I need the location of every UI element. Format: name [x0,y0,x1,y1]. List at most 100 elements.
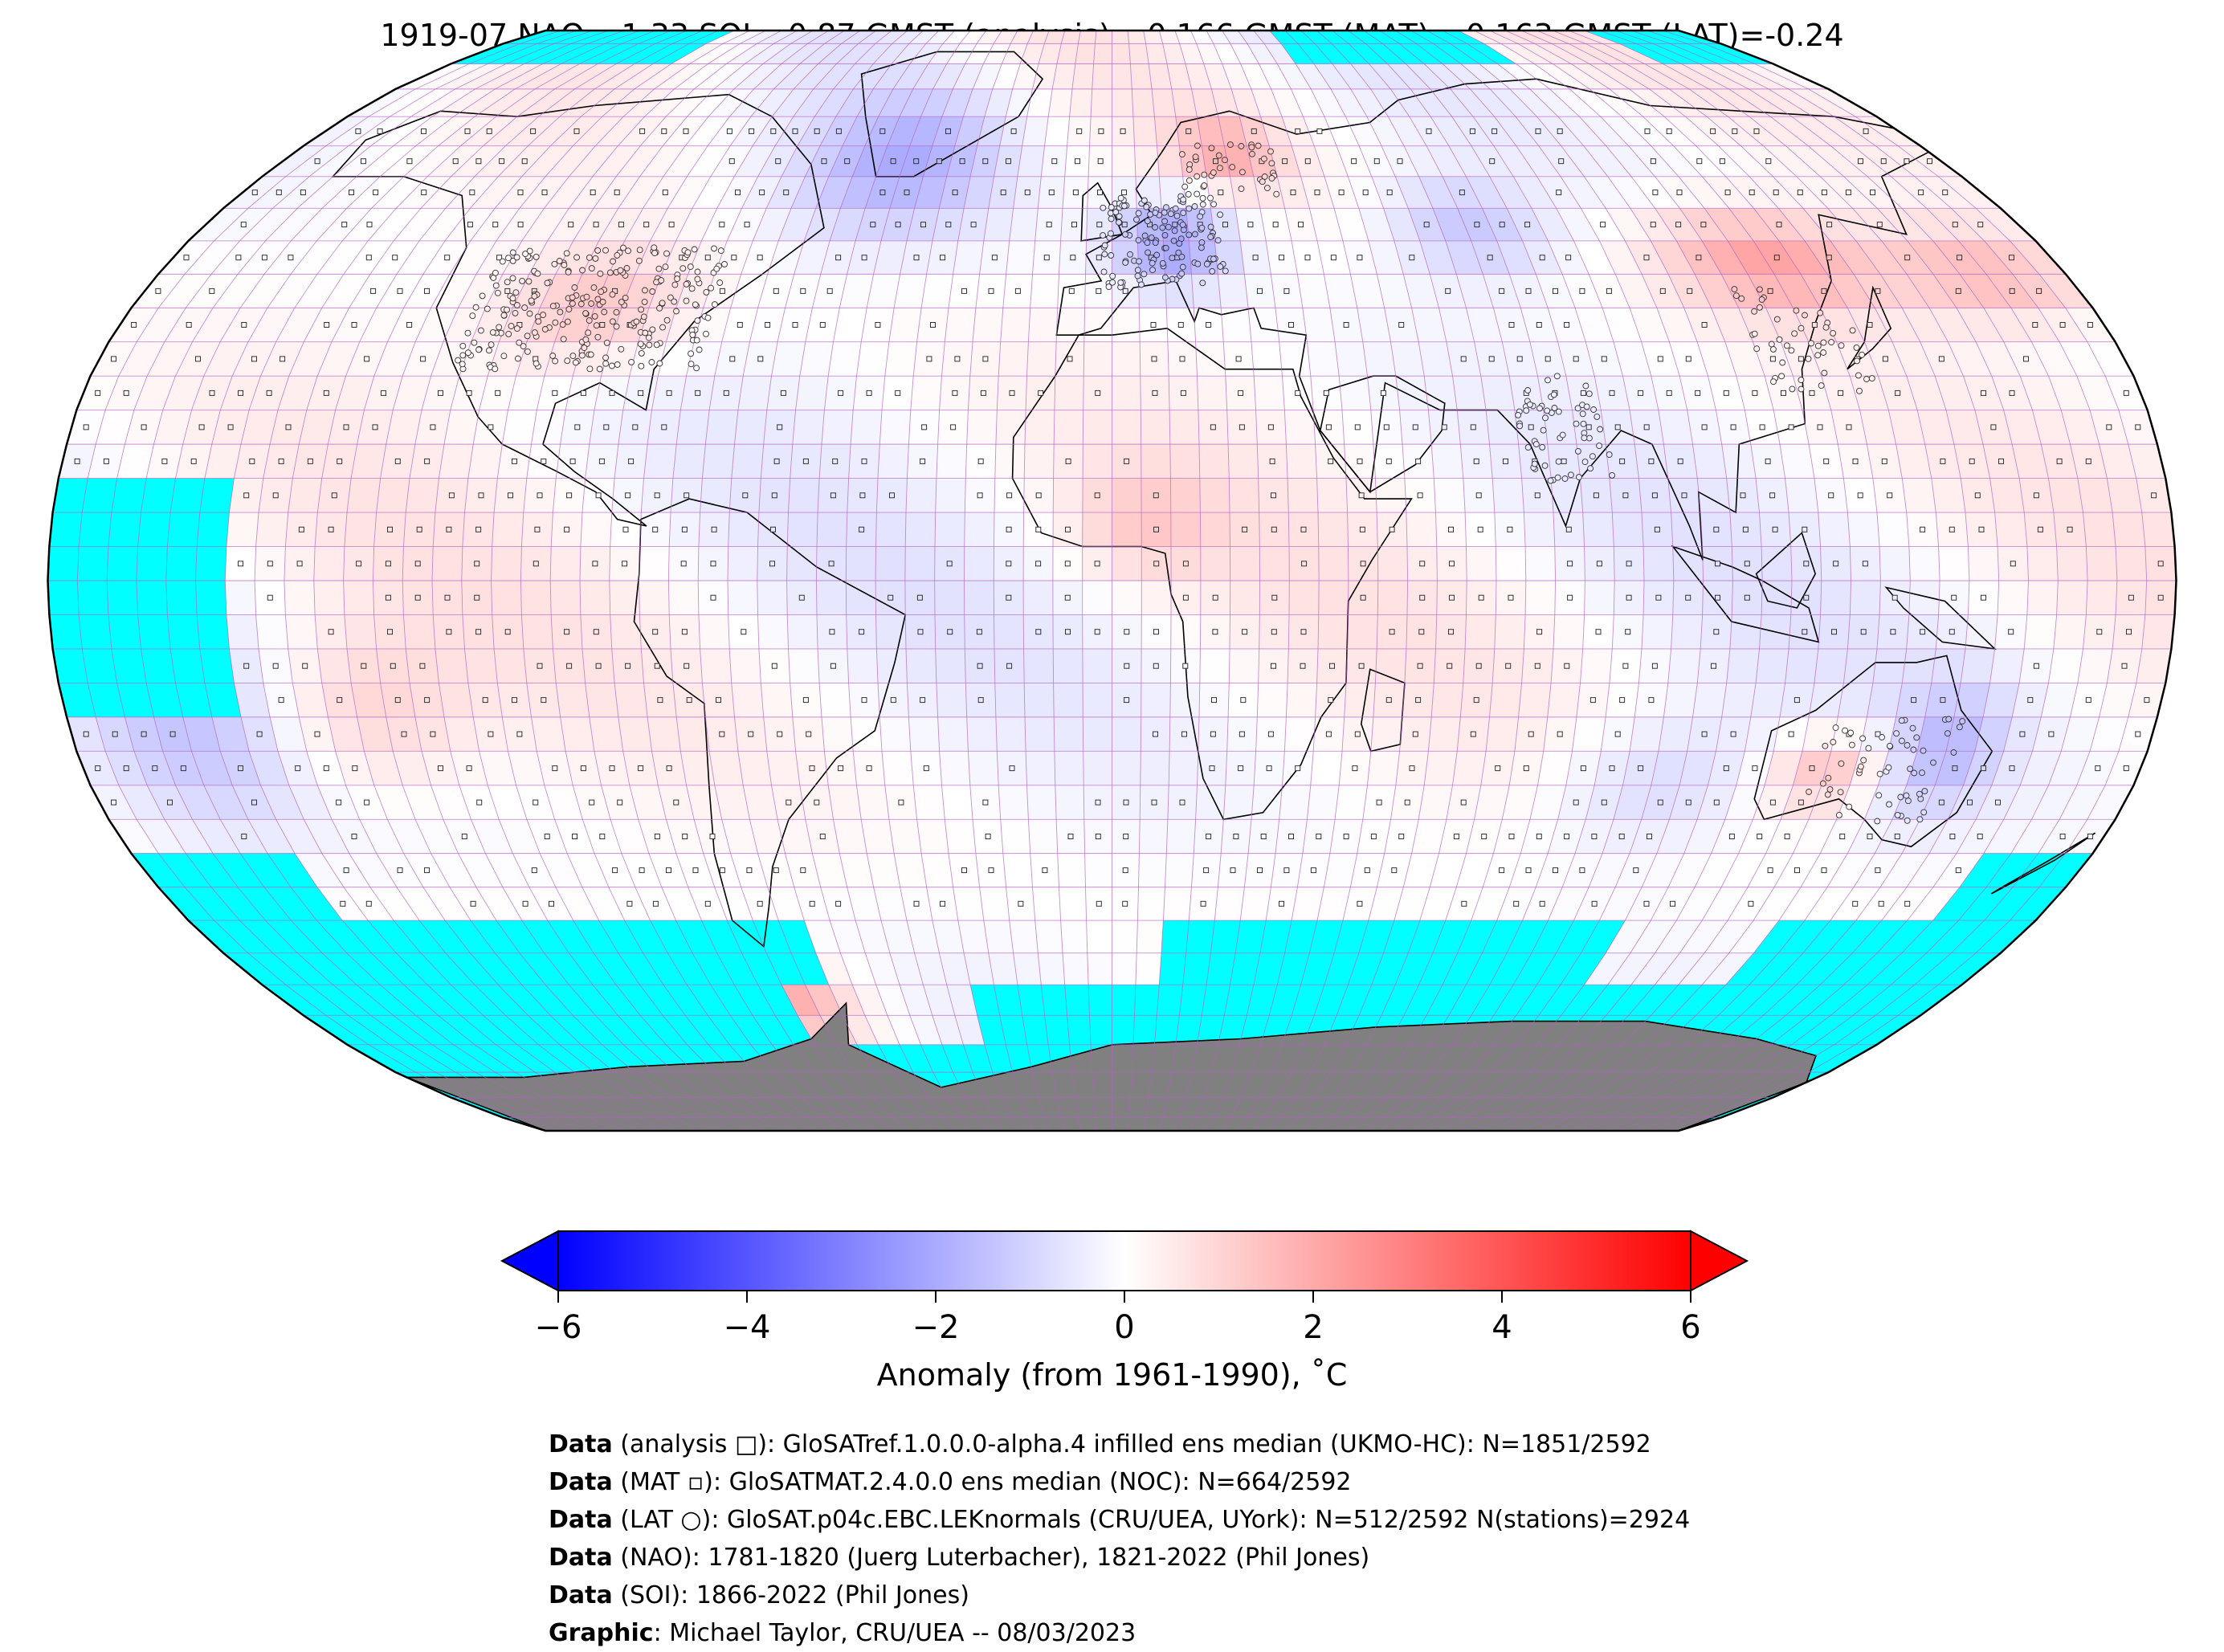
anomaly-cell [1896,444,1932,479]
anomaly-cell [1199,444,1230,479]
anomaly-cell [1082,581,1112,615]
anomaly-cell [1169,410,1199,445]
anomaly-cell [1880,853,1930,887]
anomaly-cell [1054,716,1083,752]
anomaly-cell [968,751,999,785]
anomaly-cell [966,716,998,752]
anomaly-cell [1026,751,1055,785]
anomaly-cell [1642,853,1684,887]
anomaly-cell [879,716,911,752]
anomaly-cell [2116,546,2147,581]
credit-text: (MAT ▫): GloSATMAT.2.4.0.0 ens median (N… [612,1468,1352,1496]
anomaly-cell [1230,546,1260,581]
anomaly-cell [393,376,431,410]
anomaly-cell [875,546,906,581]
anomaly-cell [2107,478,2142,513]
anomaly-cell [1888,716,1925,752]
anomaly-cell [1055,785,1084,820]
anomaly-cell [1200,546,1230,581]
anomaly-cell [1452,751,1487,785]
credit-text: (NAO): 1781-1820 (Juerg Luterbacher), 18… [612,1544,1370,1572]
anomaly-cell [914,952,947,985]
anomaly-cell [705,410,738,445]
anomaly-cell [864,1015,900,1045]
anomaly-cell [1082,648,1112,683]
anomaly-cell [2141,512,2175,547]
anomaly-cell [676,716,710,752]
anomaly-cell [544,785,583,820]
anomaly-cell [839,853,874,887]
anomaly-cell [1054,376,1084,410]
anomaly-cell [351,683,386,717]
anomaly-cell [108,819,159,854]
anomaly-cell [1456,853,1494,887]
anomaly-cell [2026,546,2059,581]
colorbar-label: Anomaly (from 1961-1990), ˚C [876,1357,1348,1393]
anomaly-cell [1576,444,1610,479]
anomaly-cell [387,819,431,854]
anomaly-cell [1584,581,1615,615]
anomaly-cell [1572,716,1606,752]
anomaly-cell [1395,376,1429,410]
anomaly-cell [1057,853,1086,887]
anomaly-cell [2076,376,2119,410]
anomaly-cell [1697,478,1730,513]
anomaly-cell [639,546,670,581]
anomaly-cell [304,819,349,854]
anomaly-cell [2003,785,2049,820]
anomaly-cell [406,478,439,513]
anomaly-cell [1658,410,1693,445]
anomaly-cell [828,985,865,1016]
anomaly-cell [1112,581,1142,615]
anomaly-cell [1431,444,1463,479]
anomaly-cell [118,785,165,820]
colorbar-extend-min [500,1230,559,1292]
anomaly-cell [904,546,935,581]
anomaly-cell [1112,478,1142,513]
anomaly-cell [1292,887,1324,921]
anomaly-cell [894,853,927,887]
anomaly-cell [492,512,524,547]
anomaly-cell [819,683,851,717]
anomaly-cell [1083,444,1112,479]
anomaly-cell [1480,376,1515,410]
anomaly-cell [1805,887,1855,921]
anomaly-cell [936,683,967,717]
anomaly-cell [1086,920,1112,953]
anomaly-cell [1082,512,1112,547]
anomaly-cell [878,444,909,479]
anomaly-cell [255,512,288,547]
anomaly-cell [1765,751,1802,785]
anomaly-cell [344,614,377,649]
anomaly-cell [817,512,847,547]
anomaly-cell [840,952,876,985]
anomaly-cell [1054,751,1084,785]
anomaly-cell [1053,648,1083,683]
anomaly-cell [1002,853,1033,887]
anomaly-cell [847,648,878,683]
anomaly-cell [966,410,998,445]
anomaly-cell [2086,581,2117,615]
credit-line: Data (MAT ▫): GloSATMAT.2.4.0.0 ens medi… [549,1463,1690,1501]
anomaly-cell [737,751,772,785]
anomaly-cell [1872,648,1907,683]
anomaly-cell [1009,920,1039,953]
anomaly-cell [734,410,767,445]
anomaly-cell [556,683,590,717]
anomaly-cell [658,341,695,377]
anomaly-cell [1370,716,1402,752]
anomaly-cell [1140,751,1170,785]
anomaly-cell [444,410,479,445]
anomaly-cell [1994,512,2027,547]
anomaly-cell [1678,952,1729,985]
anomaly-cell [1642,614,1673,649]
anomaly-cell [435,648,468,683]
anomaly-cell [1166,819,1196,854]
anomaly-cell [1034,920,1063,953]
anomaly-cell [1724,785,1765,820]
anomaly-cell [344,512,377,547]
credit-label: Data [549,1468,613,1496]
anomaly-cell [1518,683,1552,717]
anomaly-cell [359,819,404,854]
anomaly-cell [851,410,882,445]
